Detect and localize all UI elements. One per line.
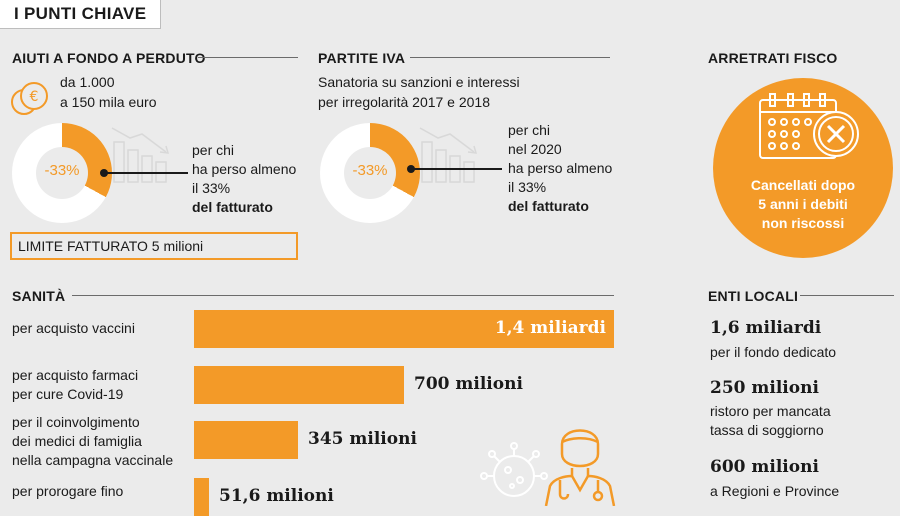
section-title-partite-iva: PARTITE IVA	[318, 50, 406, 66]
donut-chart-partite	[320, 123, 420, 223]
virus-icon	[478, 440, 550, 511]
sanita-label-2: per il coinvolgimento dei medici di fami…	[12, 414, 174, 468]
pointer-dot	[100, 169, 108, 177]
decline-chart-icon	[108, 122, 180, 191]
sanita-label-3: per prorogare fino	[12, 483, 124, 499]
partite-desc-1: Sanatoria su sanzioni e interessi	[318, 74, 520, 90]
divider	[410, 57, 610, 58]
range-line-2: a 150 mila euro	[60, 94, 157, 110]
pointer-line	[410, 168, 502, 170]
limit-box: LIMITE FATTURATO 5 milioni	[10, 232, 298, 260]
euro-coins-icon: €	[10, 80, 50, 123]
donut-chart-aiuti	[12, 123, 112, 223]
value-vaccini: 1,4 miliardi	[494, 318, 606, 338]
bar-farmaci	[194, 366, 404, 404]
section-title-arretrati: ARRETRATI FISCO	[708, 50, 838, 66]
calendar-cancel-icon	[758, 92, 862, 167]
limit-text: LIMITE FATTURATO 5 milioni	[18, 238, 204, 254]
arretrati-circle	[713, 78, 893, 258]
pointer-line	[103, 172, 188, 174]
sanita-label-0: per acquisto vaccini	[12, 320, 135, 336]
section-title-enti-locali: ENTI LOCALI	[708, 288, 799, 304]
partite-desc-2: per irregolarità 2017 e 2018	[318, 94, 491, 110]
ente-desc-0: per il fondo dedicato	[710, 344, 837, 360]
sanita-label-1: per acquisto farmaci per cure Covid-19	[12, 367, 139, 402]
divider	[72, 295, 614, 296]
arretrati-text: Cancellati dopo 5 anni i debiti non risc…	[750, 177, 856, 231]
ente-value-2: 600 milioni	[710, 457, 819, 477]
bar-medici	[194, 421, 298, 459]
ente-value-0: 1,6 miliardi	[710, 318, 822, 338]
section-title-aiuti: AIUTI A FONDO A PERDUTO	[12, 50, 206, 66]
section-title-sanita: SANITÀ	[12, 288, 66, 304]
bar-vaccini	[194, 310, 614, 348]
ente-desc-2: a Regioni e Province	[710, 483, 840, 499]
decline-chart-icon	[416, 122, 488, 191]
page-title: I PUNTI CHIAVE	[0, 0, 162, 29]
svg-text:€: €	[30, 89, 39, 105]
doctor-icon	[540, 418, 620, 511]
partite-note: per chi nel 2020 ha perso almeno il 33% …	[508, 122, 613, 214]
donut-label: -33%	[352, 162, 388, 179]
value-proroga: 51,6 milioni	[219, 486, 334, 506]
pointer-dot	[407, 165, 415, 173]
divider	[800, 295, 894, 296]
bar-proroga	[194, 478, 209, 516]
ente-value-1: 250 milioni	[710, 378, 819, 398]
divider	[198, 57, 298, 58]
ente-desc-1: ristoro per mancata tassa di soggiorno	[710, 403, 831, 438]
donut-label: -33%	[44, 162, 80, 179]
range-line-1: da 1.000	[60, 74, 115, 90]
aiuti-note: per chi ha perso almeno il 33% del fattu…	[192, 142, 297, 215]
value-farmaci: 700 milioni	[414, 374, 523, 394]
value-medici: 345 milioni	[308, 429, 417, 449]
